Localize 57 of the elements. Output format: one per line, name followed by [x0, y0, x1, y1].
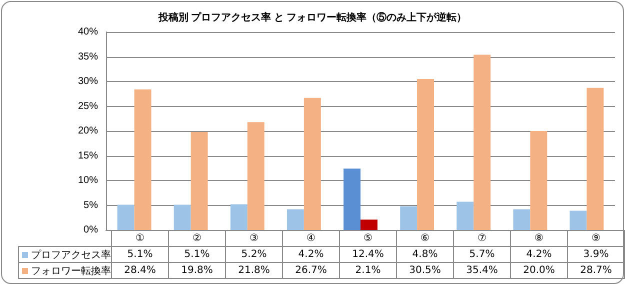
x-tick-label: ⑦	[454, 230, 510, 246]
x-tick-label: ⑥	[396, 230, 454, 246]
data-label: 5.2%	[226, 246, 282, 262]
data-label: 30.5%	[396, 262, 454, 278]
legend-label: フォロワー転換率	[18, 262, 112, 278]
data-label: 5.1%	[112, 246, 168, 262]
bar	[456, 202, 474, 230]
x-tick-label: ①	[112, 230, 168, 246]
y-tick-label: 0%	[84, 224, 98, 236]
bar	[230, 204, 248, 230]
x-tick-label: ④	[282, 230, 340, 246]
data-label: 4.2%	[510, 246, 568, 262]
bar	[247, 122, 264, 230]
data-label: 20.0%	[510, 262, 568, 278]
data-label: 3.9%	[568, 246, 624, 262]
y-tick-label: 10%	[78, 175, 98, 186]
data-label: 26.7%	[282, 262, 340, 278]
bar	[190, 132, 208, 230]
bar	[570, 210, 587, 230]
bar	[286, 209, 304, 230]
x-tick-label: ⑨	[568, 230, 624, 246]
data-label: 21.8%	[226, 262, 282, 278]
bar	[344, 168, 360, 230]
bar	[586, 88, 604, 230]
bar	[474, 54, 491, 230]
y-tick-label: 5%	[84, 200, 98, 211]
chart-title: 投稿別 プロフアクセス率 と フォロワー転換率（⑤のみ上下が逆転）	[157, 12, 467, 24]
bar	[174, 204, 191, 230]
data-label: 2.1%	[340, 262, 396, 278]
bar	[304, 98, 321, 230]
data-label: 19.8%	[168, 262, 226, 278]
y-tick-label: 30%	[78, 76, 98, 87]
data-label: 5.7%	[454, 246, 510, 262]
y-tick-label: 40%	[78, 26, 98, 38]
data-label: 28.4%	[112, 262, 168, 278]
x-tick-label: ②	[168, 230, 226, 246]
y-tick-label: 35%	[78, 51, 98, 62]
y-tick-label: 25%	[78, 100, 98, 112]
data-label: 4.2%	[282, 246, 340, 262]
legend-label: プロフアクセス率	[18, 246, 112, 262]
data-label: 5.1%	[168, 246, 226, 262]
bar	[400, 206, 418, 230]
x-tick-label: ③	[226, 230, 282, 246]
y-tick-label: 20%	[78, 126, 98, 136]
y-tick-label: 15%	[78, 150, 98, 162]
x-tick-label: ⑧	[510, 230, 568, 246]
data-label: 12.4%	[340, 246, 396, 262]
x-tick-label: ⑤	[340, 230, 396, 246]
bar	[513, 209, 530, 230]
bar	[360, 220, 378, 230]
data-label: 4.8%	[396, 246, 454, 262]
data-label: 28.7%	[568, 262, 624, 278]
bar	[134, 89, 152, 230]
bar	[117, 204, 134, 230]
bar	[417, 79, 434, 230]
bar	[530, 131, 548, 230]
data-label: 35.4%	[454, 262, 510, 278]
